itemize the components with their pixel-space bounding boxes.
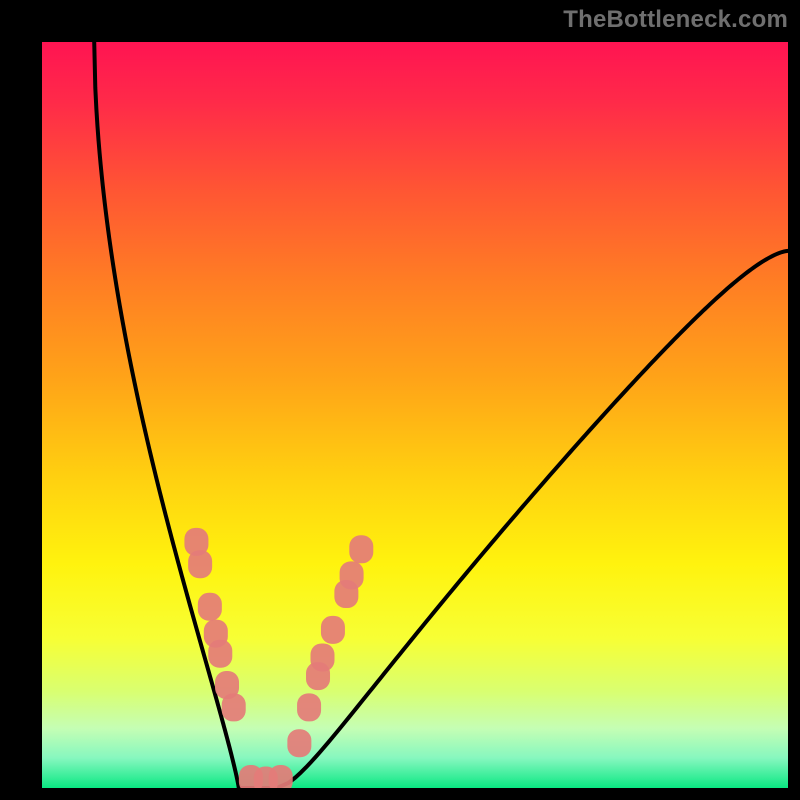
data-marker [321,616,345,644]
data-marker [311,643,335,671]
watermark-text: TheBottleneck.com [563,6,788,34]
data-marker [269,765,293,788]
plot-area [42,42,788,788]
data-marker [340,561,364,589]
data-marker [287,729,311,757]
data-marker [349,535,373,563]
data-marker [188,550,212,578]
data-marker [198,593,222,621]
data-marker [208,640,232,668]
gradient-background [42,42,788,788]
data-marker [222,693,246,721]
stage: TheBottleneck.com [0,0,800,800]
chart-svg [42,42,788,788]
data-marker [297,693,321,721]
